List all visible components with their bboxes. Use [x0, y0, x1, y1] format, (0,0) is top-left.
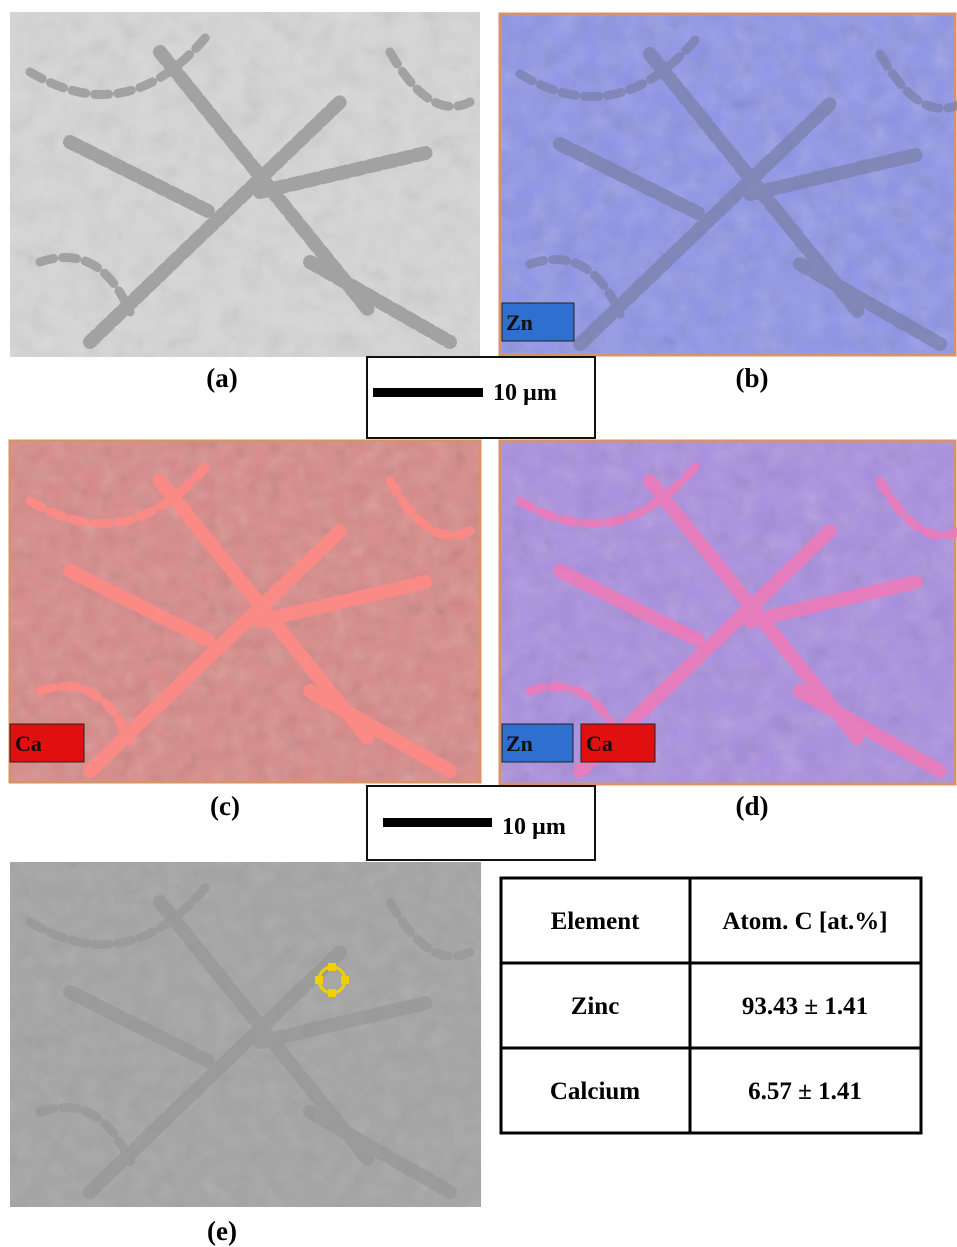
panel-b: Zn	[500, 14, 957, 355]
panel-label: (c)	[210, 791, 240, 821]
legend-tag: Ca	[586, 731, 613, 756]
table-cell: Zinc	[571, 993, 620, 1020]
panel-e	[10, 862, 481, 1207]
panel-label: (d)	[736, 791, 769, 821]
table-cell: Calcium	[550, 1078, 640, 1105]
figure: (a) Zn (b) 10 µm Ca (c) Zn Ca (d) 10 µ	[0, 0, 957, 1247]
legend-tag: Zn	[506, 731, 533, 756]
panel-a	[10, 12, 480, 357]
table: Element Atom. C [at.%] Zinc 93.43 ± 1.41…	[501, 878, 921, 1133]
scale-label: 10 µm	[493, 380, 557, 406]
scale-label: 10 µm	[502, 814, 566, 840]
scale-bar: 10 µm	[367, 786, 595, 860]
table-header: Element	[551, 908, 641, 935]
table-header: Atom. C [at.%]	[722, 908, 887, 935]
panel-label: (b)	[736, 363, 769, 393]
table-cell: 93.43 ± 1.41	[742, 993, 868, 1020]
panel-label: (e)	[207, 1216, 237, 1246]
scale-bar: 10 µm	[367, 357, 595, 438]
panel-c: Ca	[10, 441, 480, 782]
table-cell: 6.57 ± 1.41	[748, 1078, 862, 1105]
legend-tag: Ca	[15, 731, 42, 756]
panel-d: Zn Ca	[500, 441, 957, 784]
panel-label: (a)	[206, 363, 237, 393]
legend-tag: Zn	[506, 310, 533, 335]
